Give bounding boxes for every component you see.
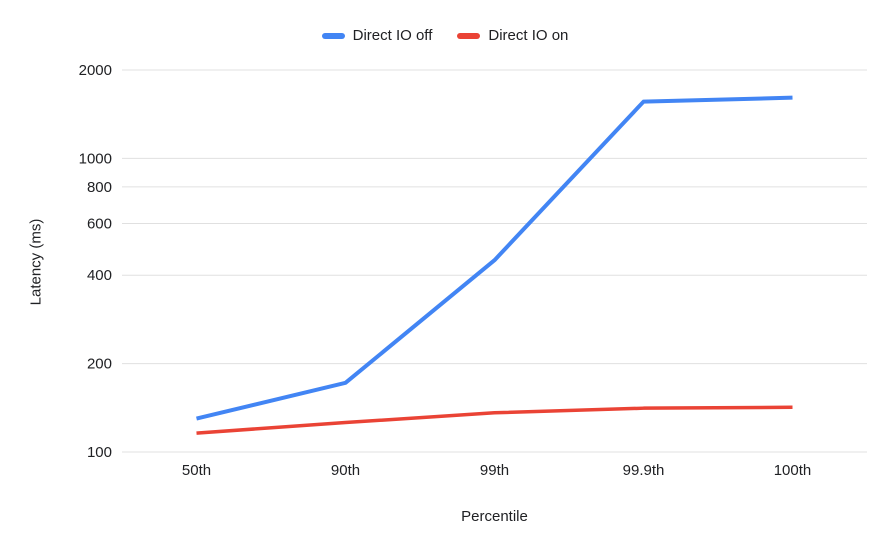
legend-label-direct-io-off: Direct IO off xyxy=(352,27,433,44)
y-tick-label: 800 xyxy=(87,179,112,196)
series-line-direct-io-on xyxy=(196,405,793,435)
legend-swatch-direct-io-on xyxy=(457,32,481,39)
y-tick-label: 400 xyxy=(87,267,112,284)
y-tick-label: 1000 xyxy=(79,150,112,167)
legend-item-direct-io-on: Direct IO on xyxy=(457,27,568,44)
x-tick-label: 99th xyxy=(480,462,509,479)
legend-swatch-direct-io-off xyxy=(321,32,345,39)
x-tick-label: 100th xyxy=(774,462,812,479)
y-tick-label: 2000 xyxy=(79,62,112,79)
y-tick-label: 600 xyxy=(87,216,112,233)
legend-label-direct-io-on: Direct IO on xyxy=(488,27,569,44)
x-tick-label: 99.9th xyxy=(623,462,665,479)
legend-item-direct-io-off: Direct IO off xyxy=(321,27,433,44)
series-line-direct-io-off xyxy=(196,95,793,421)
y-tick-label: 100 xyxy=(87,444,112,461)
x-tick-label: 90th xyxy=(331,462,360,479)
x-axis-title: Percentile xyxy=(461,508,528,525)
chart-legend: Direct IO off Direct IO on xyxy=(0,27,890,44)
y-tick-label: 200 xyxy=(87,356,112,373)
x-tick-label: 50th xyxy=(182,462,211,479)
